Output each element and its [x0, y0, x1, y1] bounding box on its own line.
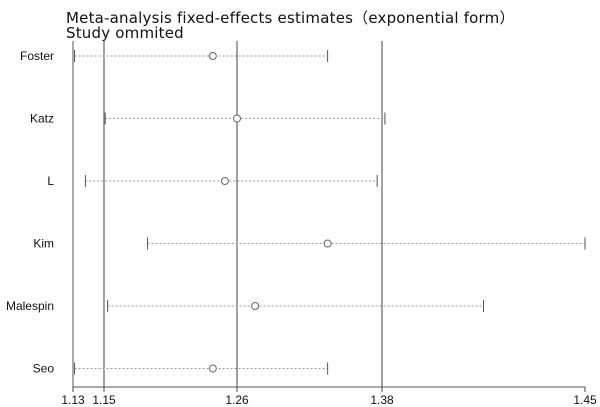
chart-subtitle: Study ommited — [66, 24, 184, 42]
study-label-2: L — [47, 174, 54, 188]
x-tick-label-3: 1.38 — [370, 393, 394, 407]
x-tick-label-1: 1.15 — [92, 393, 116, 407]
study-label-5: Seo — [33, 362, 55, 376]
x-tick-label-4: 1.45 — [573, 393, 597, 407]
estimate-point-1 — [233, 114, 241, 123]
x-tick-label-0: 1.13 — [61, 393, 85, 407]
study-label-4: Malespin — [6, 299, 54, 313]
estimate-point-2 — [220, 177, 229, 185]
estimate-point-3 — [323, 239, 332, 248]
estimate-point-4 — [251, 302, 260, 310]
study-label-3: Kim — [33, 237, 54, 251]
chart-title: Meta-analysis fixed-effects estimates（ex… — [66, 9, 515, 27]
x-tick-label-2: 1.26 — [225, 393, 249, 407]
study-label-0: Foster — [20, 49, 54, 63]
estimate-point-0 — [208, 52, 217, 60]
estimate-point-5 — [208, 364, 217, 373]
study-label-1: Katz — [30, 112, 54, 126]
